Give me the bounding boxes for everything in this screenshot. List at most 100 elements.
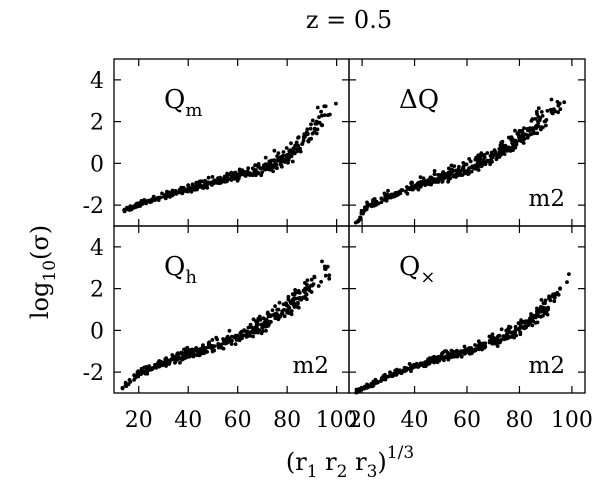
x-tick-label: 20 (348, 408, 376, 433)
scatter-point (536, 119, 540, 124)
scatter-point (385, 374, 390, 379)
scatter-point (497, 150, 502, 155)
y-tick-label: -2 (83, 361, 104, 386)
scatter-point (439, 177, 444, 182)
scatter-point (264, 165, 269, 170)
scatter-point (185, 345, 190, 350)
scatter-point (278, 314, 283, 319)
scatter-point (305, 127, 310, 132)
scatter-point (488, 339, 493, 344)
scatter-point (408, 366, 413, 371)
scatter-point (388, 370, 392, 375)
scatter-point (509, 335, 514, 339)
scatter-point (281, 153, 286, 158)
scatter-point (323, 273, 328, 278)
scatter-point (254, 322, 259, 327)
scatter-point (317, 115, 321, 119)
panel-tag: m2 (529, 353, 565, 379)
scatter-point (496, 334, 501, 338)
scatter-point (511, 142, 515, 147)
y-axis-label-sigma: (σ) (26, 225, 54, 260)
scatter-point (286, 158, 291, 163)
scatter-point (483, 162, 488, 167)
scatter-point (200, 179, 205, 184)
scatter-point (490, 332, 495, 337)
scatter-point (218, 175, 223, 180)
y-tick-label: 0 (90, 319, 104, 344)
scatter-point (509, 331, 514, 335)
scatter-point (432, 169, 437, 173)
x-tick-label: 80 (505, 408, 533, 433)
scatter-point (122, 209, 127, 214)
scatter-point (552, 107, 556, 112)
scatter-point (473, 343, 477, 347)
panel-top-right: ΔQ m2 (348, 58, 586, 227)
scatter-point (208, 181, 212, 186)
scatter-point (272, 148, 277, 153)
scatter-point (442, 358, 446, 363)
scatter-point (418, 175, 423, 180)
scatter-point (490, 335, 495, 340)
scatter-point (259, 173, 264, 178)
scatter-point (176, 351, 180, 355)
scatter-point (169, 357, 174, 362)
scatter-point (293, 288, 297, 292)
scatter-point (382, 198, 387, 202)
scatter-point (436, 176, 441, 181)
panel-tag: m2 (293, 353, 329, 379)
scatter-point (327, 276, 332, 281)
scatter-point (519, 318, 523, 323)
scatter-point (473, 347, 477, 352)
scatter-point (476, 339, 481, 344)
scatter-point (225, 336, 229, 340)
scatter-point (430, 178, 435, 183)
x-axis-label-r3: r (347, 448, 367, 476)
scatter-point (220, 346, 224, 350)
scatter-point (565, 280, 569, 284)
scatter-point (464, 162, 469, 167)
x-axis-label-sub3: 3 (367, 462, 378, 482)
scatter-point (144, 367, 149, 372)
y-axis-label: log10(σ) (26, 225, 60, 319)
scatter-point (467, 166, 471, 171)
scatter-point (507, 327, 511, 332)
scatter-point (475, 162, 479, 167)
scatter-point (254, 325, 258, 330)
scatter-point (513, 128, 517, 133)
scatter-point (556, 110, 560, 115)
scatter-point (289, 312, 294, 317)
scatter-point (391, 372, 396, 377)
scatter-point (263, 162, 268, 167)
scatter-point (267, 166, 272, 170)
scatter-point (266, 162, 271, 167)
scatter-point (256, 170, 260, 175)
scatter-point (277, 300, 282, 305)
scatter-point (373, 377, 378, 382)
scatter-point (457, 164, 461, 169)
scatter-point (381, 377, 385, 381)
scatter-point (473, 157, 478, 162)
scatter-point (284, 302, 288, 306)
scatter-point (476, 168, 481, 172)
scatter-point (416, 365, 420, 369)
scatter-point (263, 322, 268, 326)
scatter-point (187, 351, 192, 356)
scatter-point (258, 166, 263, 171)
scatter-point (135, 201, 140, 206)
scatter-point (268, 314, 273, 319)
scatter-point (439, 355, 444, 360)
scatter-point (252, 330, 256, 334)
scatter-point (518, 138, 523, 142)
scatter-point (293, 143, 298, 148)
scatter-point (518, 332, 523, 337)
scatter-point (479, 164, 484, 169)
scatter-point (240, 168, 245, 173)
panel-label: Qh (164, 252, 197, 288)
scatter-point (309, 277, 314, 282)
scatter-point (305, 285, 310, 290)
scatter-point (367, 384, 372, 389)
scatter-point (501, 334, 506, 339)
scatter-point (535, 131, 540, 136)
scatter-point (282, 314, 287, 319)
scatter-point (310, 118, 315, 123)
